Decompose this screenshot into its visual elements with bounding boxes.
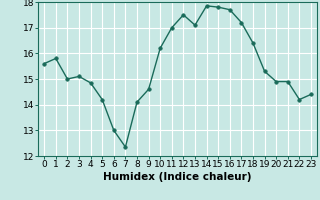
X-axis label: Humidex (Indice chaleur): Humidex (Indice chaleur) [103, 172, 252, 182]
